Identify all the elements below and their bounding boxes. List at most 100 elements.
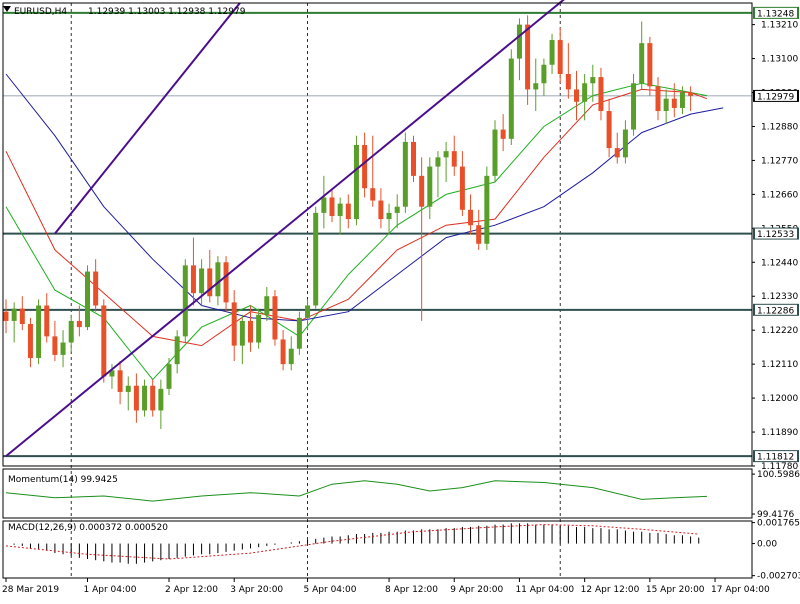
price-tick-label: 1.12440 [761, 258, 798, 268]
price-pane-frame [2, 2, 753, 467]
candle-bear [248, 320, 253, 343]
candle-bear [190, 265, 196, 294]
time-tick-label: 11 Apr 04:00 [515, 585, 574, 595]
candle-bear [411, 141, 416, 176]
candle-bull [394, 206, 400, 213]
candle-bear [93, 271, 99, 306]
candle-bull [663, 98, 669, 112]
price-tick-label: 1.12110 [761, 360, 798, 370]
level-price-box-inner [755, 304, 797, 315]
candle-bull [533, 83, 539, 90]
candle-bull [11, 308, 17, 321]
candle-bear [101, 305, 107, 377]
candle-bull [182, 265, 188, 337]
candle-bull [508, 58, 514, 139]
candle-bear [345, 203, 351, 220]
candle-bull [60, 342, 66, 355]
candle-bull [427, 166, 433, 207]
candle-bear [370, 188, 376, 201]
dropdown-triangle-icon[interactable] [3, 6, 11, 12]
macd-tick-label: 0.00 [757, 540, 777, 550]
ohlc-label: 1.12939 1.13003 1.12938 1.12979 [88, 7, 246, 17]
candle-bear [133, 385, 139, 411]
candle-bull [435, 157, 441, 167]
candle-bear [557, 40, 563, 74]
candle-bull [679, 92, 685, 108]
level-price-label: 1.12533 [757, 230, 794, 240]
time-tick-label: 12 Apr 12:00 [581, 585, 640, 595]
momentum-line [5, 480, 707, 502]
price-tick-label: 1.11780 [761, 462, 798, 472]
candle-bear [574, 89, 579, 102]
candle-bull [166, 364, 172, 389]
price-tick-label: 1.12000 [761, 394, 798, 404]
candle-bull [36, 305, 42, 358]
candle-bear [207, 268, 213, 297]
candle-bull [109, 370, 115, 377]
candle-bull [590, 77, 596, 84]
candle-bear [52, 336, 58, 355]
current-price-box-inner [755, 90, 797, 101]
candle-bull [215, 262, 221, 297]
level-price-box-inner [755, 228, 797, 239]
candle-bear [329, 197, 335, 216]
momentum-label: Momentum(14) 99.9425 [8, 475, 118, 485]
candle-bull [321, 197, 327, 213]
candle-bull [85, 271, 90, 328]
candle-bull [631, 83, 637, 130]
price-pane: 1.132101.131001.129901.128801.127701.126… [3, 0, 799, 578]
candle-bull [142, 385, 148, 411]
candle-bull [264, 296, 270, 315]
candle-bear [117, 370, 123, 392]
moving-average-line [5, 82, 707, 381]
time-tick-label: 17 Apr 04:00 [711, 585, 770, 595]
price-tick-label: 1.13210 [761, 21, 798, 31]
candle-bear [378, 200, 384, 220]
candle-bear [451, 151, 457, 167]
macd-tick-label: -0.002703 [757, 572, 800, 582]
macd-pane-frame [2, 520, 753, 579]
time-tick-label: 9 Apr 20:00 [450, 585, 503, 595]
momentum-pane: 100.5986 99.4176 [5, 470, 800, 520]
candle-bull [492, 129, 498, 176]
level-price-box-inner [755, 451, 797, 462]
candle-bear [280, 339, 286, 365]
macd-pane: 0.001765 0.00 -0.002703 [5, 519, 800, 582]
candle-bear [655, 86, 661, 112]
price-tick-label: 1.12330 [761, 292, 798, 302]
price-tick-label: 1.12880 [761, 122, 798, 132]
candle-bull [296, 317, 302, 349]
candle-bear [27, 324, 33, 358]
candle-bear [223, 262, 229, 303]
candle-bull [174, 336, 180, 365]
candle-bull [353, 144, 359, 220]
time-tick-label: 2 Apr 12:00 [165, 585, 218, 595]
candle-bear [647, 43, 653, 87]
candle-bull [443, 151, 449, 158]
time-axis: 28 Mar 2019 1 Apr 04:00 2 Apr 12:00 3 Apr 2… [2, 578, 770, 595]
price-tick-label: 1.12220 [761, 326, 798, 336]
candle-bear [525, 24, 531, 90]
candle-bear [459, 166, 465, 210]
candle-bull [313, 212, 319, 306]
macd-label: MACD(12,26,9) 0.000372 0.000520 [8, 523, 168, 533]
price-tick-label: 1.12770 [761, 156, 798, 166]
candle-bull [158, 388, 164, 411]
candle-bear [19, 308, 25, 325]
macd-tick-label: 0.001765 [757, 519, 800, 529]
candle-bear [500, 129, 506, 139]
momentum-tick-label: 99.4176 [757, 510, 794, 520]
candle-bear [614, 148, 620, 158]
moving-average-line [5, 88, 708, 347]
level-price-label: 1.11812 [757, 453, 794, 463]
candle-bear [419, 175, 425, 207]
momentum-pane-frame [2, 468, 753, 519]
candle-bull [288, 348, 294, 365]
price-tick-label: 1.11890 [761, 428, 798, 438]
candle-bull [239, 320, 245, 346]
time-tick-label: 28 Mar 2019 [2, 585, 59, 595]
upper-channel-line [54, 2, 241, 235]
candle-bull [305, 305, 311, 318]
